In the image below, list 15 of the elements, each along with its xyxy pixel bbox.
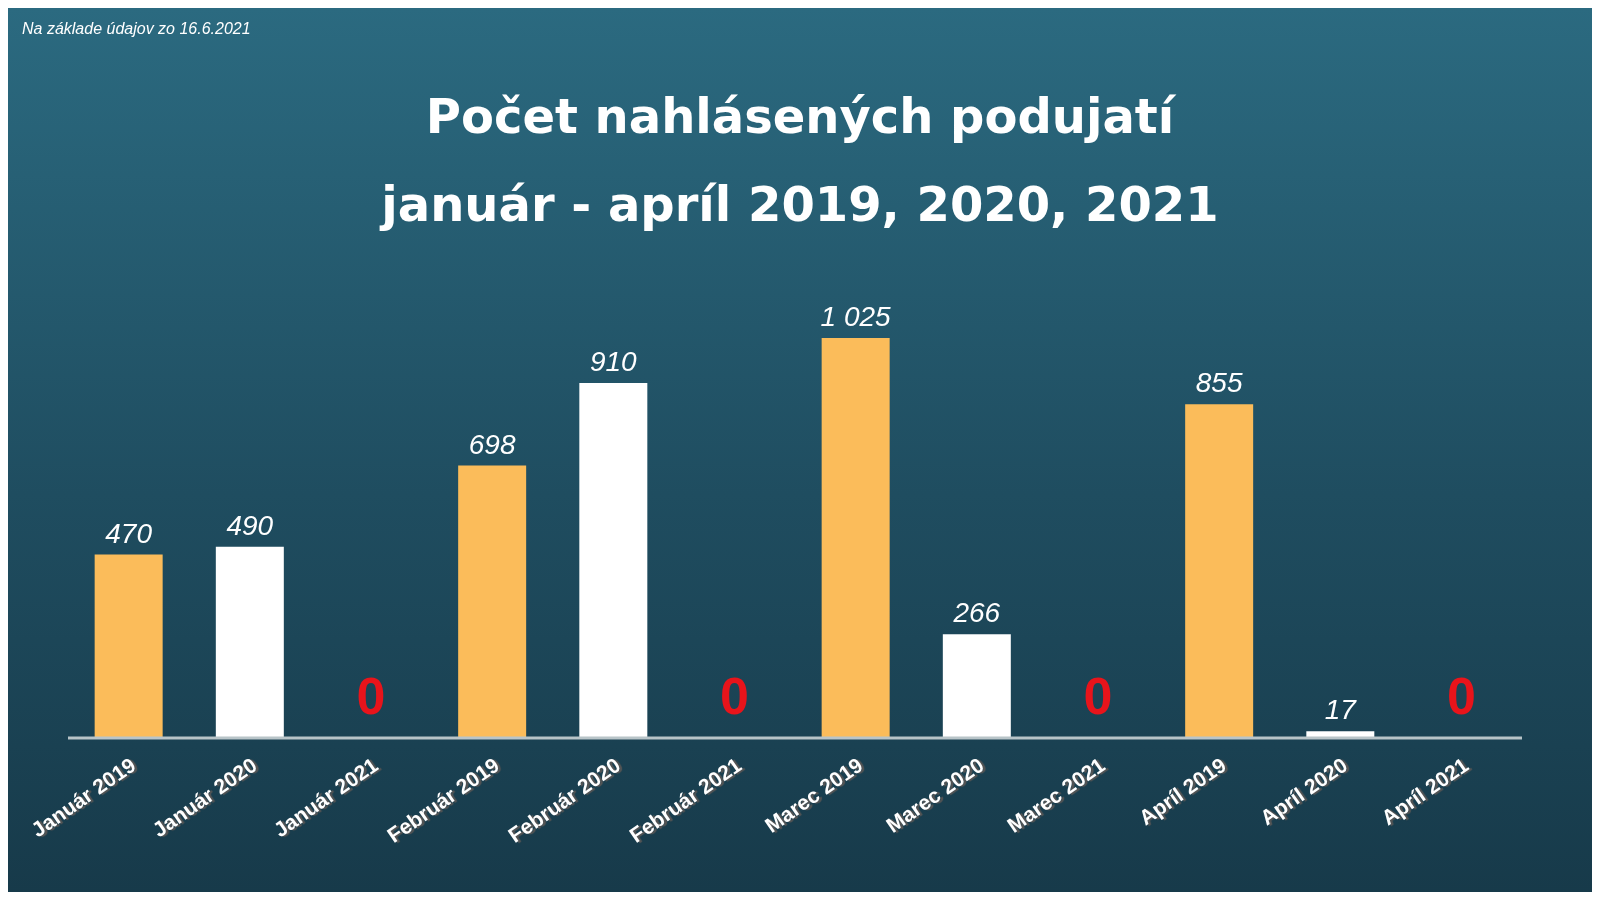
data-label: 910 [589,345,638,377]
chart-title: Počet nahlásených podujatí [424,88,1177,144]
data-label: 17 [1324,694,1358,726]
data-label: 698 [468,428,516,460]
data-label: 0 [1446,667,1476,725]
data-label: 855 [1195,367,1243,399]
text: Na základe údajov zo 16.6.2021 [22,20,251,38]
data-label: 490 [226,509,274,541]
chart-subtitle: január - apríl 2019, 2020, 2021 [378,176,1220,232]
data-label: 266 [952,597,1001,629]
data-label: 0 [719,667,749,725]
data-label: 470 [105,517,153,549]
data-label: 0 [1083,667,1113,725]
data-label: 1 025 [820,301,892,332]
data-label: 0 [356,667,386,725]
